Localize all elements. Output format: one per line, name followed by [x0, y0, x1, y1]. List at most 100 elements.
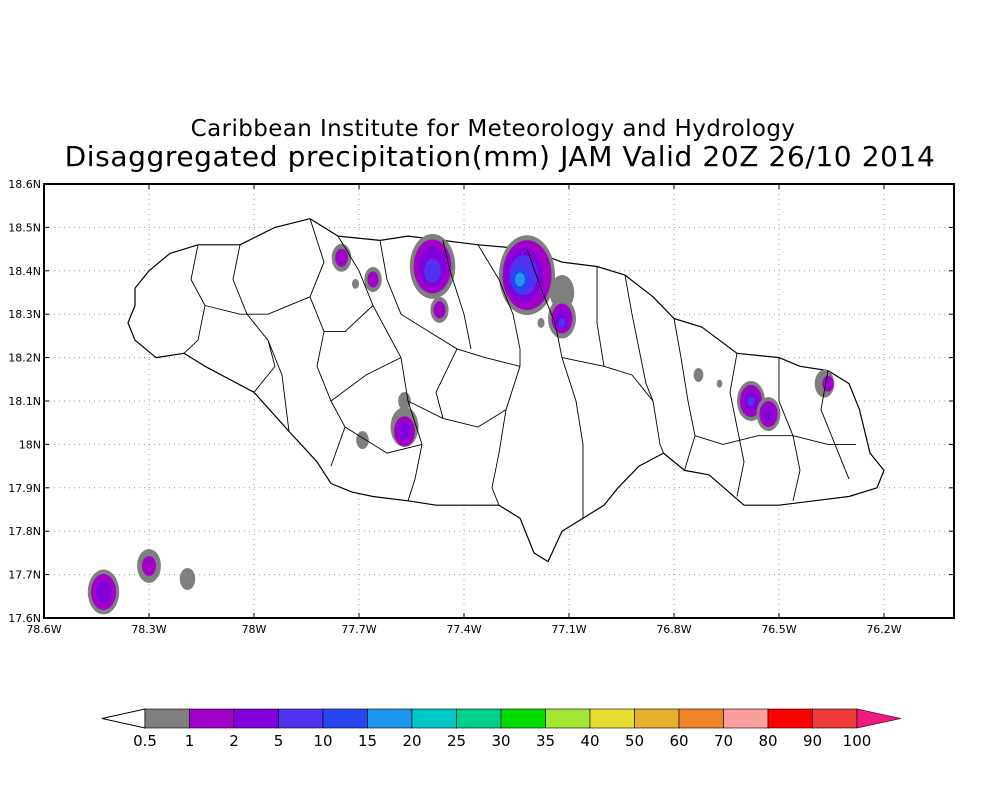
y-tick-label: 18.1N	[8, 395, 41, 408]
parish-boundary	[232, 244, 290, 432]
colorbar-swatch	[233, 708, 279, 729]
colorbar-label: 70	[714, 732, 733, 750]
colorbar-swatch	[634, 708, 680, 729]
parish-boundary	[324, 305, 374, 333]
y-tick-label: 18.5N	[8, 221, 41, 234]
precip-layer	[87, 234, 835, 615]
parish-boundary	[624, 275, 654, 402]
x-tick-label: 77.7W	[341, 623, 376, 636]
colorbar-label: 15	[358, 732, 377, 750]
colorbar-label: 25	[447, 732, 466, 750]
y-tick-label: 18.2N	[8, 352, 41, 365]
parish-boundary	[596, 266, 605, 367]
x-axis: 78.6W 78.3W 78W 77.7W 77.4W 77.1W 76.8W 76.5W 76…	[26, 184, 902, 636]
parish-boundary	[673, 318, 696, 471]
parish-boundary	[204, 296, 311, 315]
colorbar-swatch	[500, 708, 546, 729]
colorbar-swatch	[189, 708, 235, 729]
colorbar-over-arrow	[856, 708, 902, 729]
colorbar-label: 30	[491, 732, 510, 750]
x-tick-label: 77.4W	[446, 623, 481, 636]
y-tick-label: 18.6N	[8, 178, 41, 191]
colorbar-swatch	[411, 708, 457, 729]
precip-contour	[822, 375, 834, 392]
parish-boundary	[477, 244, 521, 367]
x-tick-label: 76.2W	[866, 623, 901, 636]
parish-boundary	[694, 435, 856, 445]
parish-boundary	[309, 218, 346, 467]
y-tick-label: 18N	[19, 438, 41, 451]
y-axis: 17.6N 17.7N 17.8N 17.9N 18N 18.1N 18.2N 18.3N 18…	[8, 178, 954, 625]
colorbar-label: 1	[185, 732, 195, 750]
parish-layer	[183, 218, 856, 519]
precip-contour	[356, 431, 369, 450]
parish-boundary	[407, 400, 507, 428]
parish-boundary	[526, 248, 584, 519]
precip-contour	[558, 317, 566, 328]
parish-boundary	[379, 240, 521, 367]
colorbar: 0.5 1 2 5 10 15 20 25 30 35 40 50 60 70 80 90 100	[101, 708, 902, 750]
precip-contour	[335, 248, 348, 267]
parish-boundary	[820, 370, 850, 480]
x-tick-label: 76.8W	[656, 623, 691, 636]
colorbar-swatch	[589, 708, 635, 729]
precip-contour	[763, 406, 774, 422]
colorbar-swatch	[144, 708, 190, 729]
parish-boundary	[330, 357, 402, 402]
y-tick-label: 17.7N	[8, 569, 41, 582]
parish-boundary	[344, 426, 423, 454]
colorbar-swatch	[812, 708, 858, 729]
parish-boundary	[729, 353, 745, 497]
chart-title-line-1: Caribbean Institute for Meteorology and …	[190, 116, 796, 142]
x-tick-label: 77.1W	[551, 623, 586, 636]
precip-contour	[367, 271, 379, 288]
x-tick-label: 78W	[242, 623, 267, 636]
colorbar-swatch	[545, 708, 591, 729]
colorbar-label: 2	[229, 732, 239, 750]
colorbar-under-arrow	[101, 708, 146, 729]
y-tick-label: 17.9N	[8, 482, 41, 495]
colorbar-label: 20	[402, 732, 421, 750]
colorbar-swatch	[678, 708, 724, 729]
colorbar-label: 50	[625, 732, 644, 750]
colorbar-label: 40	[580, 732, 599, 750]
y-tick-label: 18.4N	[8, 265, 41, 278]
colorbar-label: 100	[843, 732, 872, 750]
colorbar-swatch	[723, 708, 769, 729]
colorbar-label: 80	[758, 732, 777, 750]
precip-contour	[179, 567, 196, 590]
parish-boundary	[435, 348, 458, 419]
parish-boundary	[561, 357, 664, 454]
colorbar-label: 60	[669, 732, 688, 750]
colorbar-label: 5	[274, 732, 284, 750]
y-tick-label: 17.8N	[8, 525, 41, 538]
colorbar-label: 35	[536, 732, 555, 750]
colorbar-swatch	[322, 708, 368, 729]
colorbar-swatch	[278, 708, 324, 729]
colorbar-swatch	[367, 708, 413, 729]
precip-contour	[352, 278, 359, 289]
chart-title-line-2: Disaggregated precipitation(mm) JAM Vali…	[64, 140, 936, 173]
precip-contour	[95, 580, 112, 603]
precip-contour	[716, 379, 723, 388]
precip-contour	[747, 396, 755, 406]
colorbar-label: 10	[313, 732, 332, 750]
parish-boundary	[253, 340, 276, 393]
precip-contour	[398, 422, 411, 441]
y-tick-label: 18.3N	[8, 308, 41, 321]
y-tick-label: 17.6N	[8, 612, 41, 625]
x-tick-label: 78.3W	[131, 623, 166, 636]
precip-contour	[142, 555, 156, 576]
precip-contour	[515, 272, 525, 287]
colorbar-label: 0.5	[133, 732, 157, 750]
colorbar-label: 90	[803, 732, 822, 750]
precip-contour	[537, 317, 545, 328]
colorbar-swatch	[456, 708, 502, 729]
x-tick-label: 76.5W	[761, 623, 796, 636]
parish-boundary	[442, 240, 472, 349]
parish-boundary	[491, 366, 521, 506]
precip-contour	[433, 301, 446, 319]
precip-contour	[424, 258, 441, 283]
x-tick-label: 78.6W	[26, 623, 61, 636]
